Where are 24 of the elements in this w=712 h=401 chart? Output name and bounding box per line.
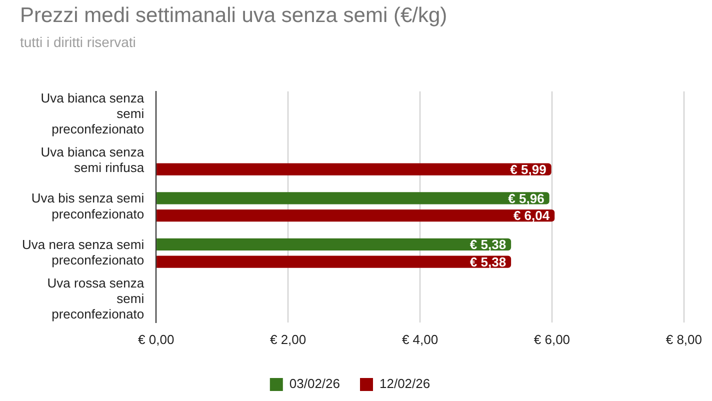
x-tick-label: € 2,00 [270, 332, 306, 347]
x-tick-label: € 6,00 [534, 332, 570, 347]
data-label: € 5,38 [470, 254, 506, 270]
data-label: € 5,99 [510, 162, 546, 177]
x-tick-label: € 4,00 [402, 332, 438, 347]
y-tick-label: Uva bianca senza semi rinfusa [40, 144, 145, 176]
bar [156, 192, 550, 204]
data-label: € 5,96 [508, 190, 544, 206]
legend-label: 12/02/26 [380, 376, 430, 392]
bar [156, 256, 512, 268]
y-tick-label: Uva bianca senza semi preconfezionato [40, 90, 145, 137]
x-tick-label: € 0,00 [138, 332, 174, 347]
data-label: € 5,38 [470, 237, 506, 252]
bar [156, 163, 552, 176]
chart-title: Prezzi medi settimanali uva senza semi (€/kg) [20, 4, 448, 28]
data-label: € 6,04 [513, 208, 550, 224]
y-tick-label: Uva nera senza semi preconfezionato [22, 236, 144, 268]
y-tick-label: Uva rossa senza semi preconfezionato [47, 275, 145, 322]
y-tick-label: Uva bis senza semi preconfezionato [31, 190, 144, 222]
legend-label: 03/02/26 [289, 376, 340, 392]
bar [156, 238, 512, 250]
x-tick-label: € 8,00 [666, 332, 702, 347]
chart-subtitle: tutti i diritti riservati [20, 34, 136, 50]
bar [156, 210, 555, 222]
